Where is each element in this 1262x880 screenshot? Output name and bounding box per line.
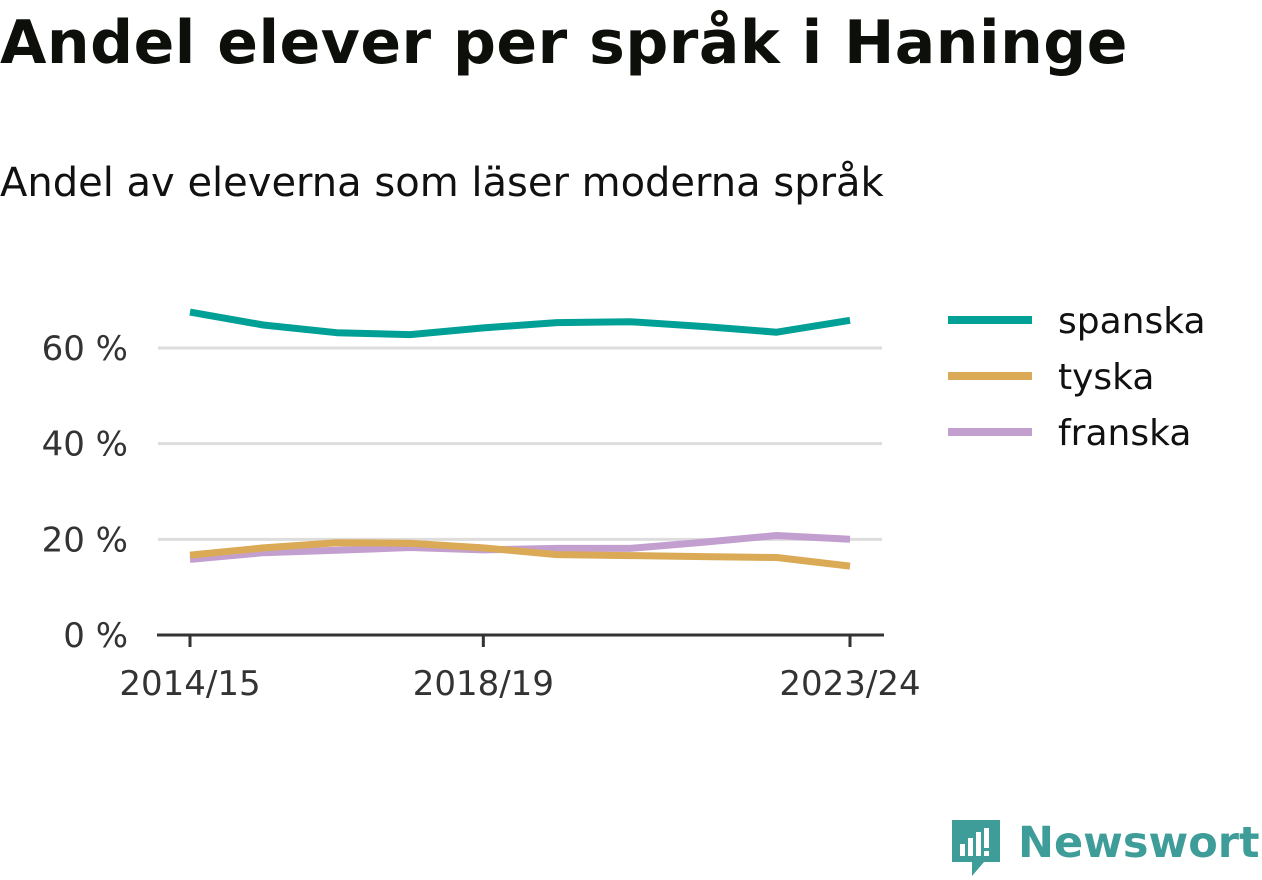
series-lines (189, 308, 851, 570)
series-line-tyska (189, 539, 851, 570)
x-tick-label: 2014/15 (119, 664, 260, 704)
y-axis-ticks: 0 % 20 % 40 % 60 % (42, 329, 128, 656)
y-tick-label: 20 % (42, 520, 128, 560)
chart-subtitle: Andel av eleverna som läser moderna språ… (0, 160, 884, 206)
chart-title: Andel elever per språk i Haninge (0, 8, 1128, 78)
newsworthy-logo-icon (952, 820, 1000, 876)
legend: spanska tyska franska (948, 301, 1206, 454)
x-tick-label: 2023/24 (779, 664, 920, 704)
legend-label-tyska: tyska (1058, 357, 1154, 398)
y-tick-label: 60 % (42, 329, 128, 369)
x-axis: 2014/15 2018/19 2023/24 (119, 633, 921, 704)
legend-label-franska: franska (1058, 413, 1191, 454)
series-line-spanska (189, 308, 851, 339)
x-tick-label: 2018/19 (413, 664, 554, 704)
y-tick-label: 0 % (63, 616, 128, 656)
line-chart: 0 % 20 % 40 % 60 % 2014/15 2018/19 2023/24 sp… (42, 301, 1206, 704)
y-tick-label: 40 % (42, 425, 128, 465)
grid-lines (158, 346, 882, 541)
legend-label-spanska: spanska (1058, 301, 1206, 342)
brand-name: Newsworthy (1018, 818, 1262, 868)
